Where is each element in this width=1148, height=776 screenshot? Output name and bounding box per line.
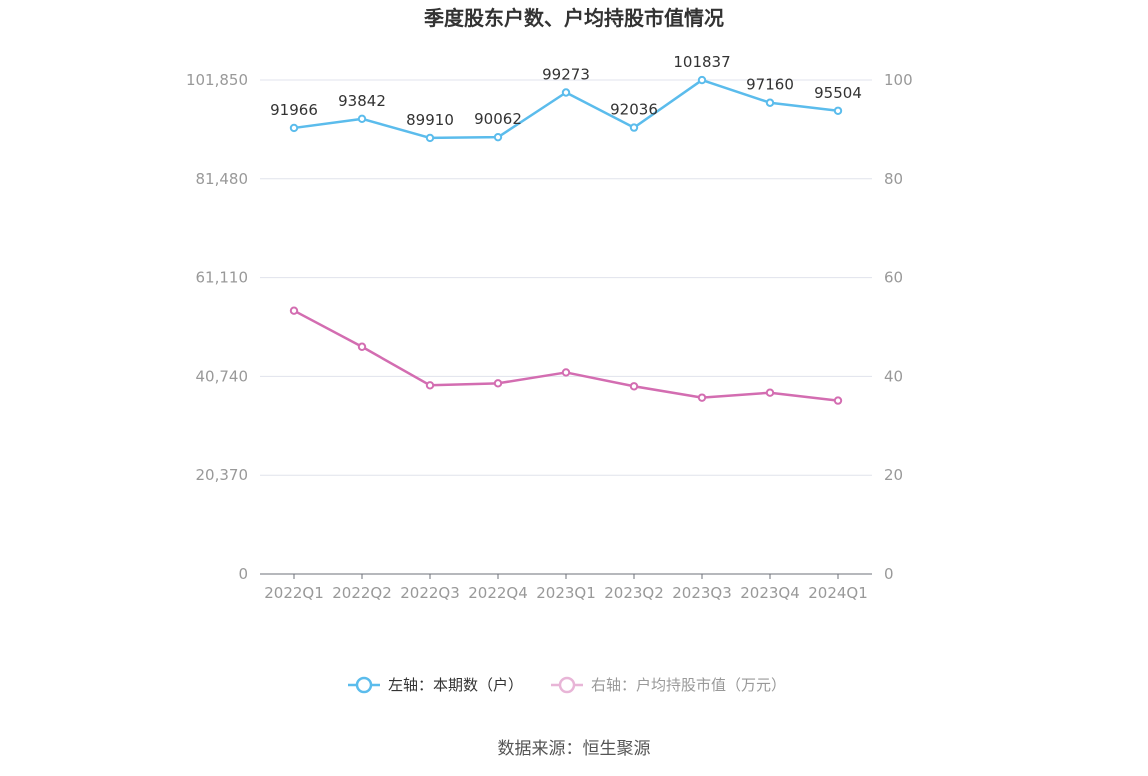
data-point: [561, 88, 571, 97]
left-tick-label: 81,480: [196, 170, 249, 188]
data-point: [833, 106, 843, 115]
data-point: [697, 393, 707, 402]
axes: 0 0 20,370 20 40,740 40 61,110 60 81,480 80 101,85…: [186, 71, 913, 602]
data-label: 101837: [673, 53, 730, 71]
data-label: 95504: [814, 84, 862, 102]
series-line-2: [293, 309, 839, 402]
data-label: 89910: [406, 111, 454, 129]
left-tick-label: 61,110: [196, 269, 249, 287]
data-point: [493, 379, 503, 388]
x-tick-label: 2024Q1: [808, 584, 868, 602]
data-label: 99273: [542, 65, 590, 83]
series: 91966 93842 89910 90062 99273 92036 101837 9716…: [270, 53, 862, 405]
data-label: 93842: [338, 92, 386, 110]
data-label: 97160: [746, 76, 794, 94]
x-tick-label: 2023Q3: [672, 584, 732, 602]
x-tick-label: 2023Q4: [740, 584, 800, 602]
data-source: 数据来源：恒生聚源: [497, 739, 651, 759]
data-label: 91966: [270, 101, 318, 119]
legend[interactable]: 左轴：本期数（户） 右轴：户均持股市值（万元）: [348, 676, 786, 694]
x-tick-label: 2023Q2: [604, 584, 664, 602]
right-tick-label: 40: [884, 367, 903, 385]
x-tick-label: 2023Q1: [536, 584, 596, 602]
data-label: 90062: [474, 110, 522, 128]
left-tick-label: 40,740: [196, 367, 249, 385]
data-point: [697, 75, 707, 85]
x-tick-label: 2022Q3: [400, 584, 460, 602]
left-tick-label: 0: [238, 565, 248, 583]
left-tick-label: 20,370: [196, 466, 249, 484]
right-tick-label: 0: [884, 565, 894, 583]
legend-label: 右轴：户均持股市值（万元）: [591, 676, 786, 694]
x-tick-label: 2022Q1: [264, 584, 324, 602]
legend-item-1[interactable]: 左轴：本期数（户）: [348, 676, 523, 694]
legend-marker: [558, 676, 576, 694]
chart-title: 季度股东户数、户均持股市值情况: [423, 6, 724, 30]
data-point: [425, 381, 435, 390]
data-point: [629, 382, 639, 391]
data-point: [765, 388, 775, 397]
data-point: [765, 98, 775, 107]
legend-marker: [355, 676, 373, 694]
data-point: [289, 306, 299, 315]
legend-item-2[interactable]: 右轴：户均持股市值（万元）: [551, 676, 786, 694]
data-point: [425, 133, 435, 143]
data-label: 92036: [610, 101, 658, 119]
data-point: [493, 132, 503, 142]
data-point: [357, 342, 367, 351]
data-point: [833, 396, 843, 405]
grid: [260, 79, 872, 476]
x-tick-label: 2022Q4: [468, 584, 528, 602]
x-tick-label: 2022Q2: [332, 584, 392, 602]
right-tick-label: 20: [884, 466, 903, 484]
data-point: [289, 123, 299, 133]
legend-label: 左轴：本期数（户）: [388, 676, 523, 694]
right-tick-label: 80: [884, 170, 903, 188]
data-point: [561, 368, 571, 377]
data-point: [629, 123, 639, 132]
right-tick-label: 60: [884, 269, 903, 287]
left-tick-label: 101,850: [186, 71, 248, 89]
right-tick-label: 100: [884, 71, 913, 89]
data-point: [357, 114, 367, 124]
